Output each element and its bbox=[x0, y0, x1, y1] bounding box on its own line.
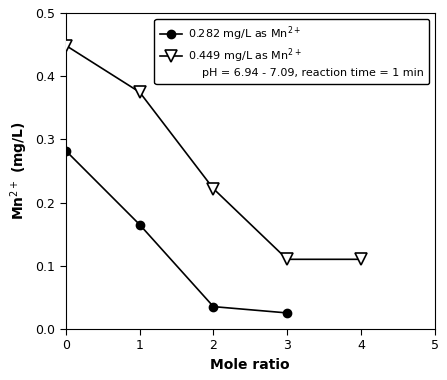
Y-axis label: Mn$^{2+}$ (mg/L): Mn$^{2+}$ (mg/L) bbox=[8, 122, 30, 220]
Legend: 0.282 mg/L as Mn$^{2+}$, 0.449 mg/L as Mn$^{2+}$,     pH = 6.94 - 7.09, reaction: 0.282 mg/L as Mn$^{2+}$, 0.449 mg/L as M… bbox=[154, 19, 429, 84]
X-axis label: Mole ratio: Mole ratio bbox=[211, 358, 290, 372]
